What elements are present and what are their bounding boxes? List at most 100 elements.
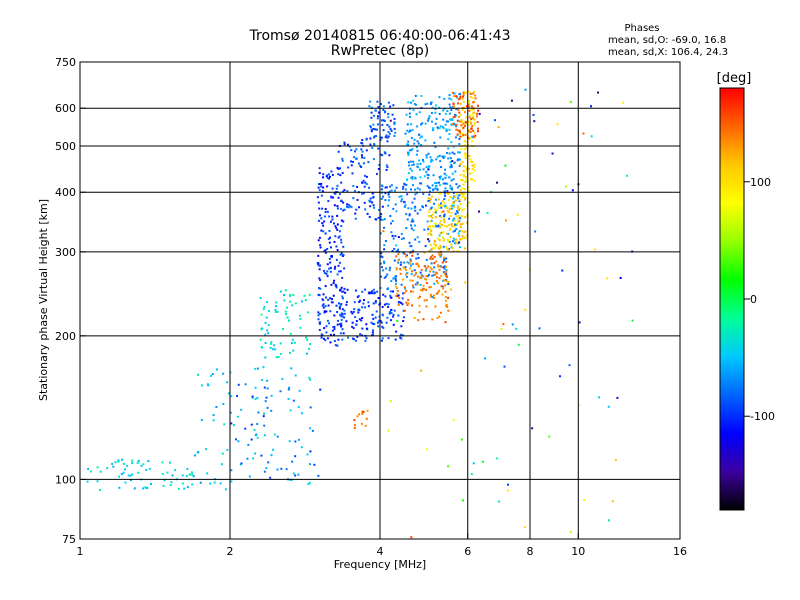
data-point xyxy=(331,218,334,221)
data-point xyxy=(429,198,432,201)
data-point xyxy=(338,261,341,264)
data-point xyxy=(504,164,507,167)
data-point xyxy=(447,465,450,468)
data-point xyxy=(318,207,321,210)
data-point xyxy=(387,303,390,306)
data-point xyxy=(372,123,375,126)
data-point xyxy=(626,174,629,177)
data-point xyxy=(453,242,456,245)
data-point xyxy=(458,120,461,123)
data-point xyxy=(444,204,447,207)
data-point xyxy=(470,178,473,181)
data-point xyxy=(209,482,212,485)
data-point xyxy=(363,201,366,204)
data-point xyxy=(333,279,336,282)
data-point xyxy=(333,204,336,207)
data-point xyxy=(457,220,460,223)
data-point xyxy=(266,379,269,382)
data-point xyxy=(405,301,408,304)
data-point xyxy=(443,218,446,221)
data-point xyxy=(267,310,270,313)
data-point xyxy=(461,209,464,212)
data-point xyxy=(403,267,406,270)
data-point xyxy=(186,467,189,470)
data-point xyxy=(440,211,443,214)
data-point xyxy=(285,306,288,309)
data-point xyxy=(400,325,403,328)
data-point xyxy=(388,154,391,157)
data-point xyxy=(571,189,574,192)
data-point xyxy=(279,390,282,393)
x-tick-label: 16 xyxy=(673,545,687,558)
data-point xyxy=(129,474,132,477)
data-point xyxy=(428,116,431,119)
data-point xyxy=(411,176,414,179)
data-point xyxy=(372,292,375,295)
data-point xyxy=(447,211,450,214)
data-point xyxy=(337,264,340,267)
data-point xyxy=(455,241,458,244)
data-point xyxy=(338,193,341,196)
data-point xyxy=(362,192,365,195)
data-point xyxy=(431,159,434,162)
data-point xyxy=(388,132,391,135)
data-point xyxy=(324,296,327,299)
data-point xyxy=(328,241,331,244)
data-point xyxy=(468,137,471,140)
data-point xyxy=(453,161,456,164)
data-point xyxy=(384,136,387,139)
data-point xyxy=(453,152,456,155)
data-point xyxy=(449,157,452,160)
data-point xyxy=(458,184,461,187)
data-point xyxy=(452,123,455,126)
data-point xyxy=(292,472,295,475)
data-point xyxy=(96,480,99,483)
data-point xyxy=(333,240,336,243)
data-point xyxy=(386,316,389,319)
data-point xyxy=(452,105,455,108)
data-point xyxy=(382,293,385,296)
data-point xyxy=(323,311,326,314)
data-point xyxy=(321,207,324,210)
data-point xyxy=(381,154,384,157)
data-point xyxy=(259,297,262,300)
data-point xyxy=(428,273,431,276)
data-point xyxy=(341,308,344,311)
data-point xyxy=(433,247,436,250)
data-point xyxy=(459,102,462,105)
data-point xyxy=(264,400,267,403)
data-point xyxy=(262,415,265,418)
data-point xyxy=(471,160,474,163)
data-point xyxy=(416,125,419,128)
data-point xyxy=(531,427,534,430)
data-point xyxy=(372,288,375,291)
data-points xyxy=(86,88,634,539)
data-point xyxy=(412,220,415,223)
data-point xyxy=(392,313,395,316)
data-point xyxy=(137,460,140,463)
data-point xyxy=(407,101,410,104)
data-point xyxy=(607,405,610,408)
data-point xyxy=(451,172,454,175)
data-point xyxy=(438,247,441,250)
data-point xyxy=(435,280,438,283)
data-point xyxy=(402,185,405,188)
data-point xyxy=(468,172,471,175)
data-point xyxy=(148,467,151,470)
data-point xyxy=(337,302,340,305)
data-point xyxy=(363,185,366,188)
data-point xyxy=(429,228,432,231)
data-point xyxy=(450,141,453,144)
data-point xyxy=(445,276,448,279)
data-point xyxy=(473,136,476,139)
data-point xyxy=(395,295,398,298)
data-point xyxy=(421,158,424,161)
data-point xyxy=(424,265,427,268)
data-point xyxy=(443,97,446,100)
data-point xyxy=(392,207,395,210)
data-point xyxy=(468,201,471,204)
data-point xyxy=(459,225,462,228)
data-point xyxy=(276,435,279,438)
data-point xyxy=(361,327,364,330)
data-point xyxy=(406,218,409,221)
